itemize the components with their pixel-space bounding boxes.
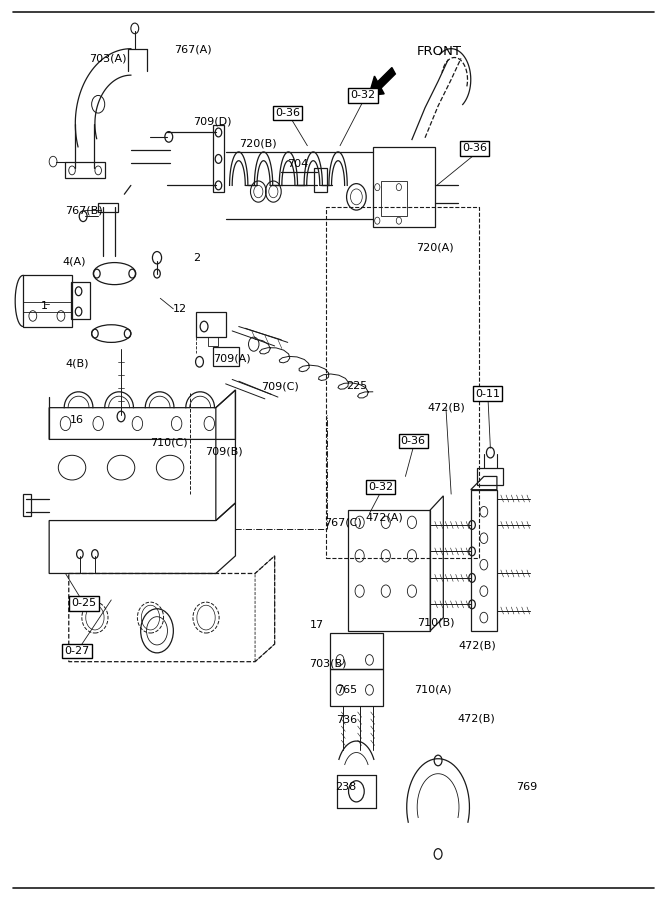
Text: 703(A): 703(A) xyxy=(89,53,127,63)
Bar xyxy=(213,125,224,192)
Text: 767(C): 767(C) xyxy=(324,518,362,527)
Bar xyxy=(471,490,497,631)
Bar xyxy=(65,163,105,178)
Text: 704: 704 xyxy=(287,159,308,169)
Text: 709(C): 709(C) xyxy=(261,382,299,392)
Bar xyxy=(23,494,31,517)
Text: 4(B): 4(B) xyxy=(65,358,89,369)
Text: 4(A): 4(A) xyxy=(62,256,86,266)
Text: 12: 12 xyxy=(173,304,187,314)
Text: 710(C): 710(C) xyxy=(150,438,187,448)
Text: 0-36: 0-36 xyxy=(462,143,487,153)
Bar xyxy=(98,203,118,212)
Text: 0-36: 0-36 xyxy=(275,108,300,118)
Text: 2: 2 xyxy=(193,253,200,263)
Text: 0-32: 0-32 xyxy=(368,482,393,492)
Bar xyxy=(314,167,327,192)
Bar xyxy=(208,338,218,346)
Text: 0-25: 0-25 xyxy=(71,598,96,608)
Text: 472(B): 472(B) xyxy=(458,641,496,651)
Text: 0-36: 0-36 xyxy=(401,436,426,446)
Bar xyxy=(373,148,435,227)
Text: FRONT: FRONT xyxy=(416,45,462,58)
Text: 710(A): 710(A) xyxy=(414,685,452,695)
Bar xyxy=(381,181,407,216)
Text: 0-27: 0-27 xyxy=(65,646,90,656)
Text: 703(B): 703(B) xyxy=(309,659,347,669)
Text: 709(A): 709(A) xyxy=(213,354,251,364)
Bar xyxy=(213,346,239,366)
Text: 238: 238 xyxy=(335,782,356,792)
Text: 767(B): 767(B) xyxy=(65,205,103,215)
Bar xyxy=(330,634,383,669)
Text: 710(B): 710(B) xyxy=(418,618,455,628)
Text: 720(B): 720(B) xyxy=(239,138,277,148)
Bar xyxy=(325,207,480,558)
Text: 709(B): 709(B) xyxy=(205,446,243,457)
Text: 736: 736 xyxy=(336,715,357,724)
Text: 769: 769 xyxy=(516,782,538,792)
Text: 1: 1 xyxy=(41,302,48,311)
Text: 0-32: 0-32 xyxy=(350,90,376,101)
Text: 720(A): 720(A) xyxy=(416,242,454,252)
Text: 765: 765 xyxy=(336,685,357,695)
Bar xyxy=(196,312,225,338)
Text: 767(A): 767(A) xyxy=(174,45,212,55)
Text: 225: 225 xyxy=(346,382,367,392)
Bar xyxy=(71,283,90,320)
Text: 16: 16 xyxy=(69,415,83,425)
Text: 472(A): 472(A) xyxy=(366,512,404,522)
Text: 0-11: 0-11 xyxy=(476,389,500,399)
Text: 17: 17 xyxy=(310,619,324,630)
Text: 709(D): 709(D) xyxy=(193,117,232,127)
Text: 472(B): 472(B) xyxy=(427,402,465,413)
Text: 472(B): 472(B) xyxy=(457,713,495,723)
Bar xyxy=(23,275,72,327)
FancyArrow shape xyxy=(369,68,396,95)
